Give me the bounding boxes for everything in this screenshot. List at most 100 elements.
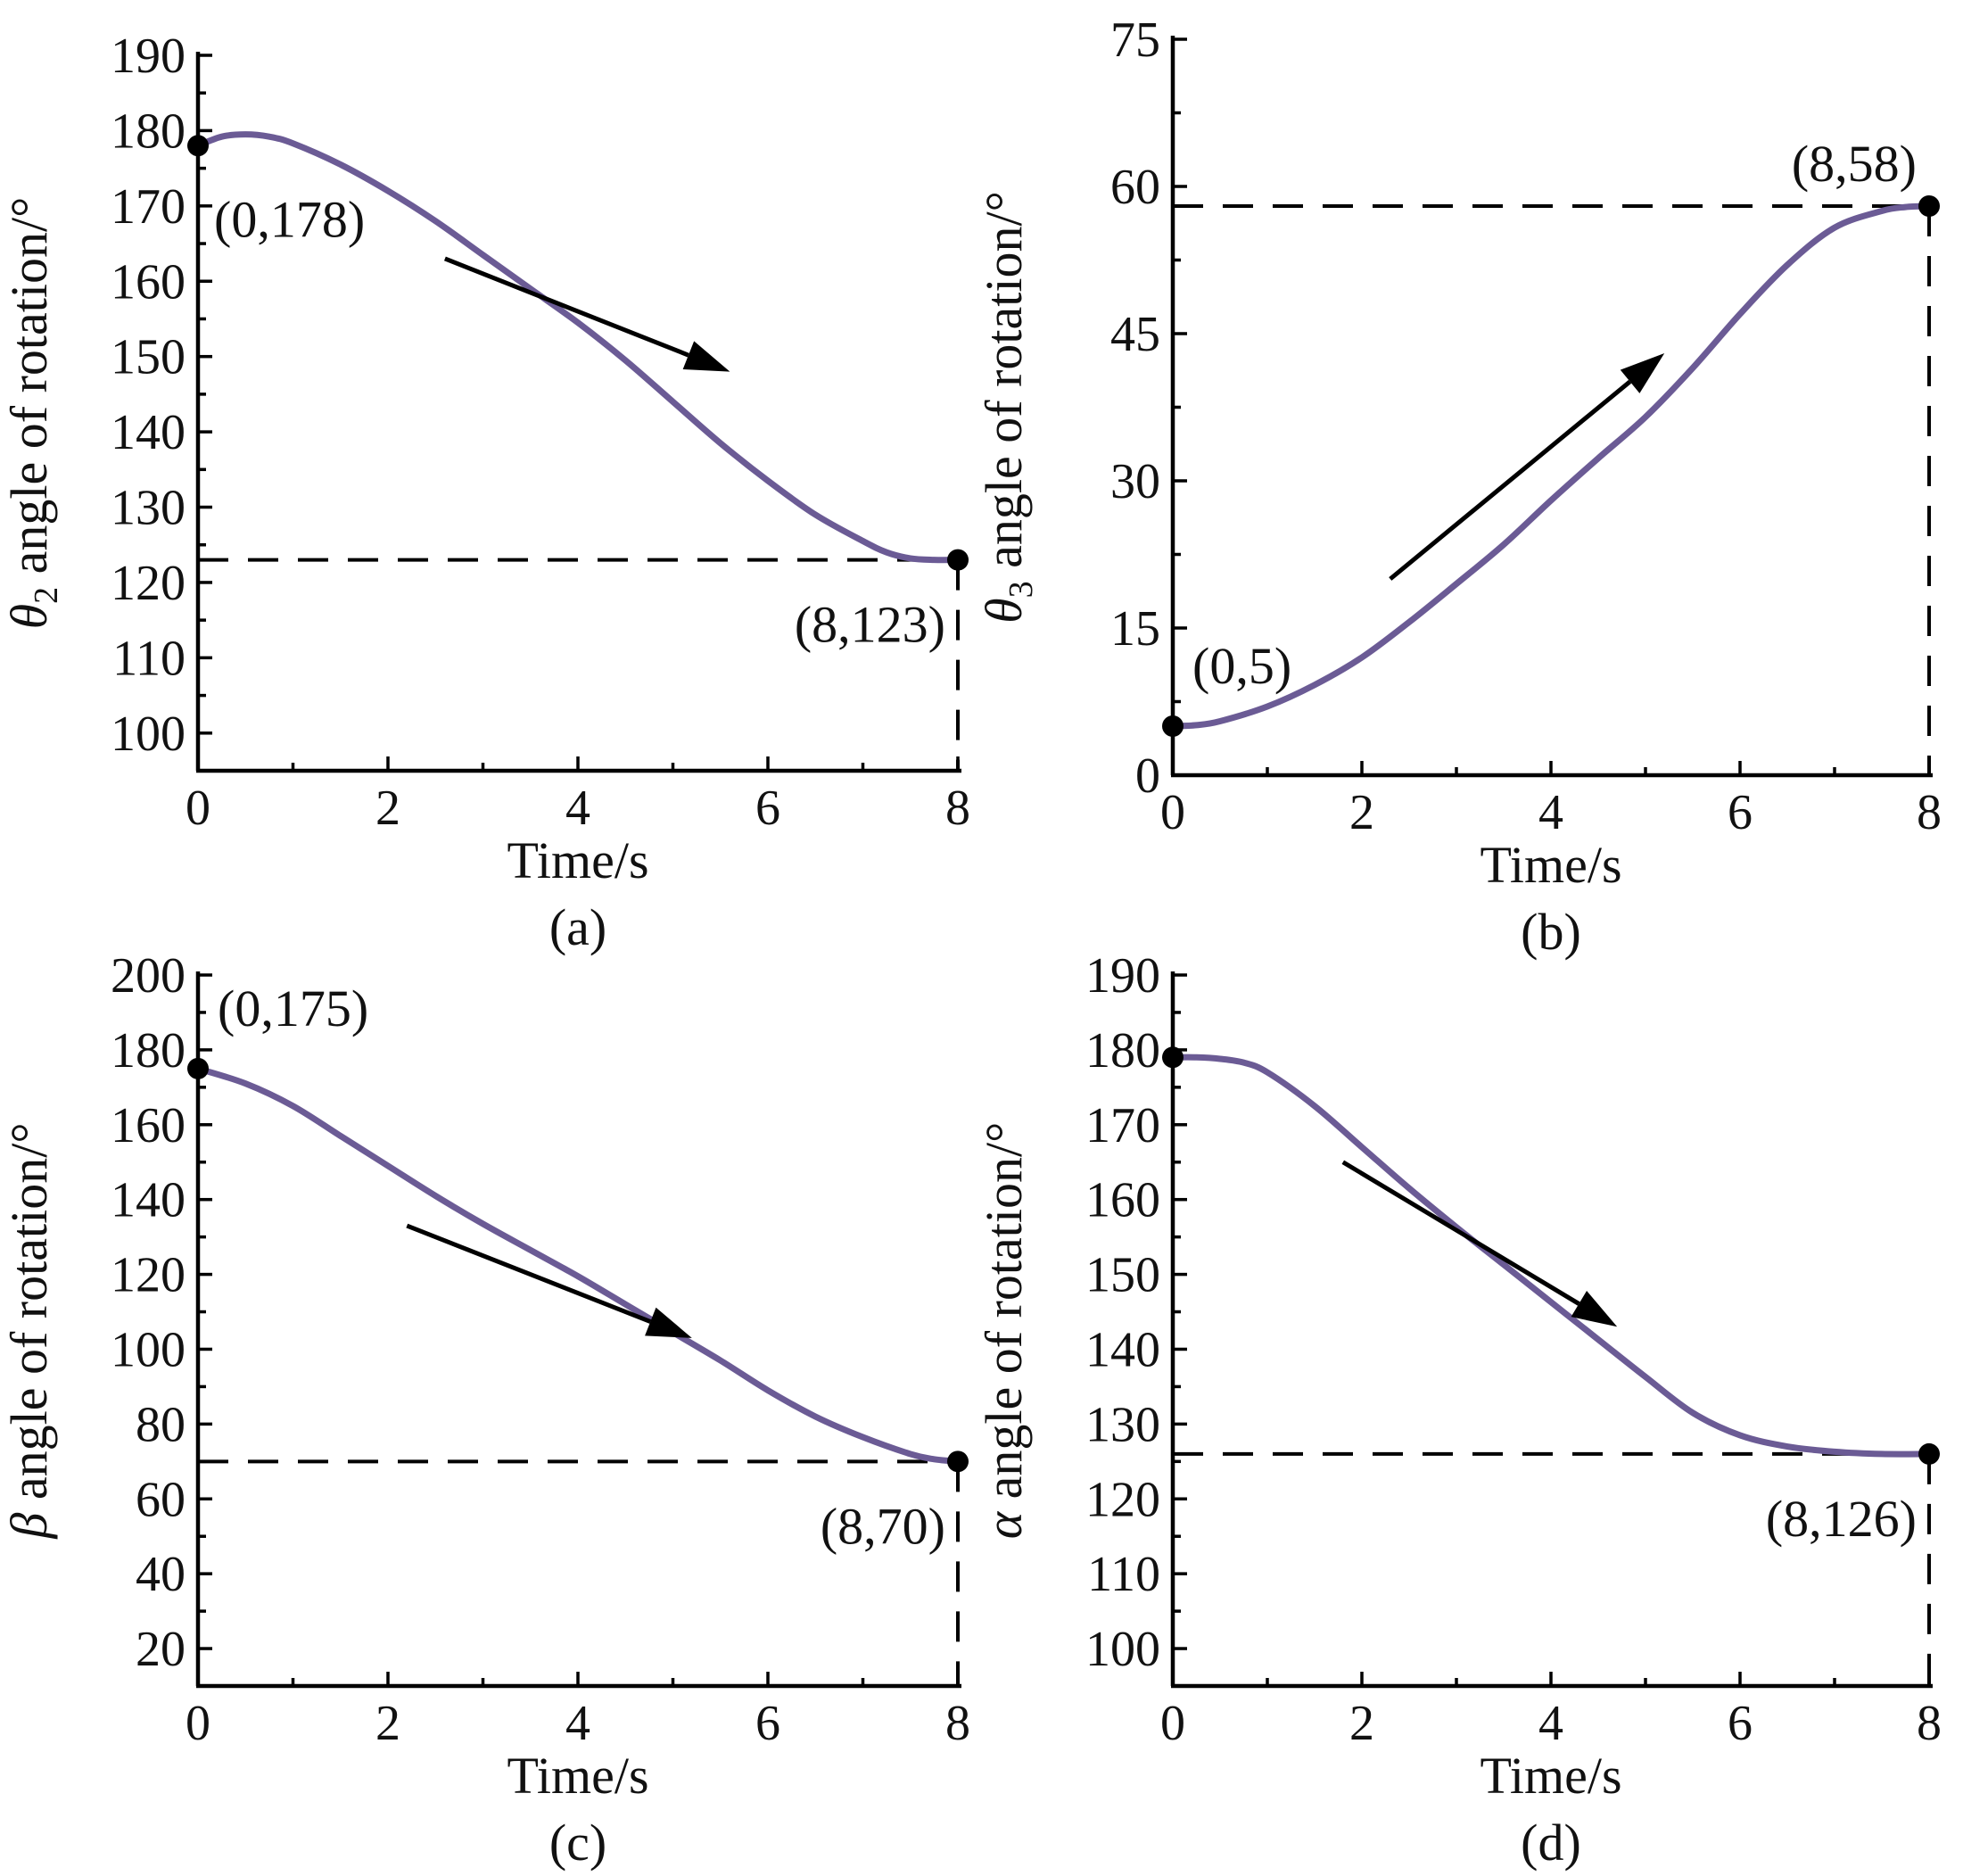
x-tick-label: 8 (945, 1696, 970, 1751)
x-tick-label: 0 (1160, 1696, 1185, 1751)
panel-d: 100 110 120 130 140 150 160 170 180 190 0 2 4 6 8 Time/… (975, 948, 1942, 1872)
y-axis-title-subscript: 2 (28, 587, 65, 604)
y-tick-label: 160 (111, 254, 186, 310)
y-tick-label: 200 (111, 948, 186, 1004)
x-tick-label: 4 (1538, 785, 1563, 840)
x-tick-label: 8 (1917, 1696, 1942, 1751)
y-axis-title: θ2 angle of rotation/° (0, 197, 65, 630)
direction-arrow-shaft (443, 256, 689, 358)
direction-arrow-shaft (1341, 1160, 1580, 1306)
direction-arrow-head (645, 1307, 692, 1338)
y-tick-label: 140 (111, 1173, 186, 1228)
x-tick-label: 8 (945, 781, 970, 836)
y-axis-title: α angle of rotation/° (975, 1122, 1033, 1540)
y-axis-title-subscript: 3 (1002, 581, 1040, 598)
endpoint-marker (947, 1450, 969, 1473)
x-tick-label: 8 (1917, 785, 1942, 840)
y-tick-label: 150 (111, 330, 186, 385)
direction-arrow-shaft (406, 1223, 652, 1324)
y-tick-label: 150 (1085, 1248, 1160, 1303)
x-tick-label: 4 (565, 1696, 590, 1751)
series-line (194, 131, 961, 564)
y-tick-label: 15 (1110, 601, 1160, 657)
direction-arrow-head (1620, 353, 1665, 393)
endpoint-marker (187, 135, 209, 157)
panel-caption: (c) (549, 1814, 606, 1872)
y-axis-title-symbol: θ (0, 604, 58, 630)
y-axis-title-symbol: θ (975, 598, 1033, 624)
y-tick-label: 160 (111, 1098, 186, 1153)
point-annotation: (8,70) (821, 1497, 945, 1555)
endpoint-marker (1162, 1046, 1184, 1069)
y-tick-label: 190 (111, 29, 186, 84)
y-tick-label: 180 (111, 1023, 186, 1078)
y-tick-label: 75 (1110, 12, 1160, 68)
y-tick-label: 120 (111, 1248, 186, 1303)
endpoint-marker (187, 1057, 209, 1079)
point-annotation: (8,58) (1792, 135, 1917, 193)
y-tick-label: 80 (136, 1397, 186, 1452)
x-axis-title: Time/s (507, 831, 648, 889)
y-tick-label: 190 (1085, 948, 1160, 1004)
endpoint-marker (947, 549, 969, 571)
y-axis-title-text: angle of rotation/° (0, 197, 58, 587)
x-tick-label: 2 (375, 1696, 400, 1751)
panel-caption: (b) (1521, 903, 1581, 961)
y-axis-title: β angle of rotation/° (0, 1122, 58, 1539)
x-tick-label: 6 (1728, 1696, 1753, 1751)
point-annotation: (0,178) (214, 190, 365, 248)
y-tick-label: 170 (111, 179, 186, 235)
y-tick-label: 170 (1085, 1098, 1160, 1153)
y-tick-label: 45 (1110, 307, 1160, 362)
y-tick-label: 130 (1085, 1397, 1160, 1452)
x-tick-label: 4 (1538, 1696, 1563, 1751)
y-tick-label: 110 (1087, 1547, 1160, 1602)
x-tick-label: 0 (1160, 785, 1185, 840)
y-tick-label: 40 (136, 1547, 186, 1602)
y-tick-label: 30 (1110, 454, 1160, 509)
y-axis-title-text: angle of rotation/° (0, 1122, 58, 1512)
point-annotation: (0,175) (218, 979, 368, 1037)
panel-a: 100 110 120 130 140 150 160 170 180 190 0 2 4 6 8 Time/… (0, 29, 970, 956)
y-axis-title-text: angle of rotation/° (975, 1122, 1033, 1512)
y-tick-label: 60 (1110, 160, 1160, 215)
direction-arrow-shaft (1389, 379, 1632, 581)
x-tick-label: 0 (186, 781, 210, 836)
point-annotation: (8,126) (1766, 1490, 1917, 1548)
y-tick-label: 140 (1085, 1322, 1160, 1377)
y-tick-label: 100 (111, 1322, 186, 1377)
y-tick-label: 60 (136, 1472, 186, 1527)
direction-arrow-head (682, 341, 730, 372)
endpoint-marker (1162, 715, 1184, 737)
x-tick-label: 2 (1349, 1696, 1374, 1751)
y-tick-label: 130 (111, 481, 186, 536)
y-tick-label: 120 (111, 556, 186, 611)
y-tick-label: 140 (111, 405, 186, 460)
y-tick-label: 180 (1085, 1023, 1160, 1078)
x-tick-label: 0 (186, 1696, 210, 1751)
x-tick-label: 4 (565, 781, 590, 836)
x-tick-label: 6 (755, 1696, 780, 1751)
direction-arrow-head (1571, 1290, 1618, 1327)
y-tick-label: 20 (136, 1622, 186, 1677)
x-tick-label: 2 (1349, 785, 1374, 840)
panel-c: 20 40 60 80 100 120 140 160 180 200 0 2 4 6 8 Time/s β a… (0, 948, 970, 1872)
panel-caption: (a) (549, 898, 606, 956)
x-tick-label: 2 (375, 781, 400, 836)
series-line (1169, 202, 1933, 730)
y-tick-label: 0 (1135, 748, 1160, 804)
series-line (194, 1065, 961, 1465)
x-axis-title: Time/s (507, 1747, 648, 1805)
y-axis-title-symbol: α (975, 1510, 1033, 1539)
y-axis-title: θ3 angle of rotation/° (975, 191, 1040, 624)
point-annotation: (8,123) (795, 596, 945, 654)
panel-caption: (d) (1521, 1814, 1581, 1872)
panel-b: 0 15 30 45 60 75 0 2 4 6 8 Time/s θ3 angle of rotati… (975, 12, 1942, 961)
x-tick-label: 6 (755, 781, 780, 836)
x-axis-title: Time/s (1480, 1747, 1621, 1805)
endpoint-marker (1918, 195, 1940, 217)
y-tick-label: 180 (111, 103, 186, 159)
series-line (1169, 1054, 1933, 1458)
y-tick-label: 110 (112, 631, 186, 686)
